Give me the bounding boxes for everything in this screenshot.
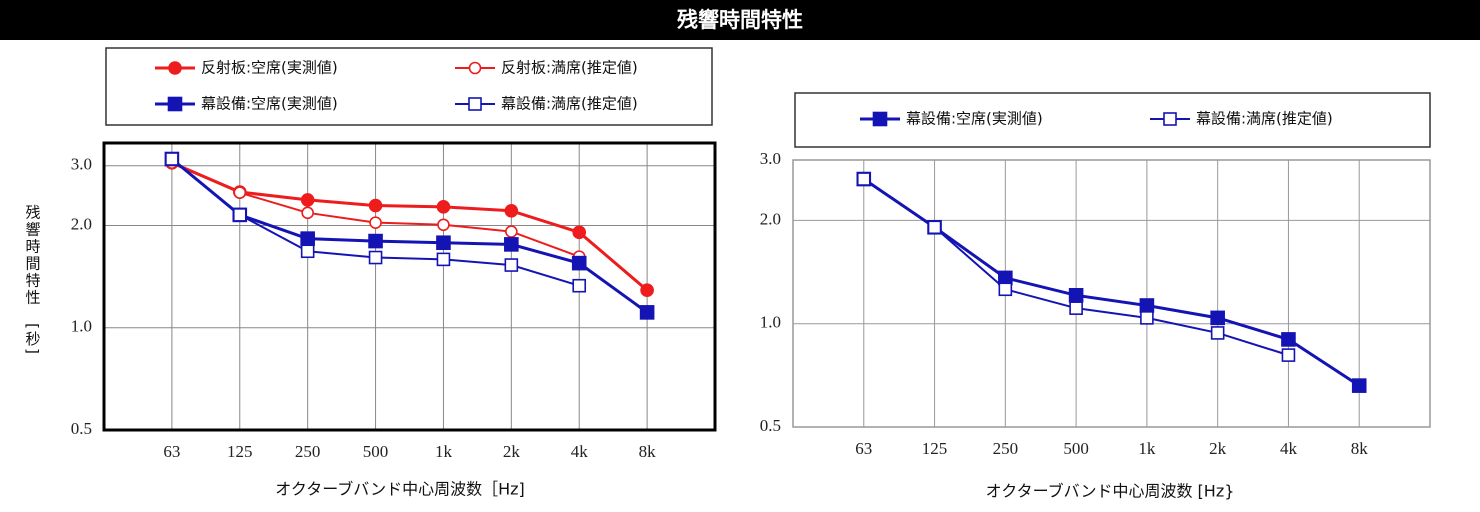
- header-bar: [0, 0, 1480, 40]
- data-marker: [165, 152, 179, 166]
- data-marker: [436, 235, 451, 251]
- data-marker: [571, 255, 587, 271]
- data-marker: [436, 252, 451, 267]
- data-marker: [232, 208, 247, 222]
- y-tick-label: 0.5: [760, 416, 781, 435]
- data-marker: [368, 250, 383, 265]
- data-marker: [1281, 348, 1296, 362]
- legend-label: 幕設備:満席(推定値): [501, 95, 638, 113]
- x-axis-label: オクターブバンド中心周波数［Hz]: [275, 480, 525, 499]
- data-marker: [639, 305, 655, 320]
- y-tick-label: 0.5: [71, 419, 92, 438]
- y-tick-label: 1.0: [71, 317, 92, 336]
- data-marker: [998, 270, 1013, 286]
- legend-marker: [872, 111, 888, 127]
- x-tick-label: 125: [227, 442, 253, 461]
- y-tick-label: 3.0: [760, 149, 781, 168]
- plot-border: [792, 159, 1431, 428]
- legend-label: 反射板:空席(実測値): [201, 59, 338, 77]
- legend-label: 幕設備:満席(推定値): [1196, 110, 1333, 128]
- legend-marker: [1163, 112, 1177, 126]
- legend-label: 反射板:満席(推定値): [501, 59, 638, 77]
- page-title: 残響時間特性: [677, 8, 803, 32]
- data-marker: [572, 278, 587, 293]
- x-axis-label: オクターブバンド中心周波数 [Hz}: [986, 482, 1235, 501]
- y-axis-label: 残響時間特性 [秒]: [24, 204, 42, 356]
- plot-border: [102, 141, 717, 432]
- data-marker: [998, 282, 1013, 297]
- data-marker: [505, 225, 518, 238]
- x-tick-label: 500: [1063, 439, 1089, 458]
- plot-area: [793, 160, 1430, 427]
- data-marker: [300, 244, 315, 259]
- x-tick-label: 250: [993, 439, 1019, 458]
- data-marker: [572, 225, 587, 240]
- data-marker: [233, 186, 247, 199]
- x-tick-label: 8k: [1351, 439, 1369, 458]
- series-line: [862, 177, 1361, 387]
- x-tick-label: 500: [363, 442, 389, 461]
- y-tick-label: 3.0: [71, 155, 92, 174]
- series-line: [170, 157, 648, 314]
- data-marker: [1210, 310, 1225, 326]
- y-tick-label: 2.0: [71, 214, 92, 233]
- legend-marker: [468, 61, 482, 75]
- data-marker: [504, 258, 519, 272]
- x-tick-label: 1k: [1138, 439, 1156, 458]
- x-tick-label: 63: [163, 442, 180, 461]
- data-marker: [437, 218, 450, 232]
- data-marker: [300, 231, 315, 246]
- data-marker: [504, 237, 519, 252]
- data-marker: [1210, 326, 1225, 340]
- legend-box: [794, 92, 1431, 148]
- legend-marker: [168, 61, 182, 75]
- data-marker: [1068, 288, 1084, 303]
- data-marker: [927, 220, 942, 235]
- data-marker: [856, 172, 871, 186]
- data-marker: [1069, 301, 1083, 315]
- data-marker: [1140, 311, 1154, 325]
- data-marker: [368, 233, 383, 249]
- data-marker: [1139, 298, 1155, 313]
- plot-area: [104, 143, 715, 430]
- data-marker: [300, 193, 315, 207]
- x-tick-label: 1k: [435, 442, 453, 461]
- legend-label: 幕設備:空席(実測値): [906, 110, 1043, 128]
- data-marker: [1281, 332, 1296, 347]
- x-tick-label: 125: [922, 439, 948, 458]
- data-marker: [436, 200, 451, 214]
- data-marker: [369, 216, 382, 229]
- legend-box: [105, 47, 713, 126]
- x-tick-label: 8k: [639, 442, 657, 461]
- legend-label: 幕設備:空席(実測値): [201, 95, 338, 113]
- legend-marker: [167, 96, 183, 112]
- data-marker: [1351, 378, 1367, 393]
- y-tick-label: 1.0: [760, 313, 781, 332]
- x-tick-label: 4k: [1280, 439, 1298, 458]
- x-tick-label: 2k: [503, 442, 521, 461]
- x-tick-label: 4k: [571, 442, 589, 461]
- legend-marker: [468, 97, 482, 111]
- y-tick-label: 2.0: [760, 209, 781, 228]
- data-marker: [301, 206, 314, 220]
- x-tick-label: 250: [295, 442, 321, 461]
- data-marker: [368, 198, 383, 213]
- x-tick-label: 2k: [1209, 439, 1227, 458]
- series-line: [171, 161, 649, 292]
- x-tick-label: 63: [855, 439, 872, 458]
- data-marker: [504, 204, 519, 218]
- data-marker: [640, 283, 654, 298]
